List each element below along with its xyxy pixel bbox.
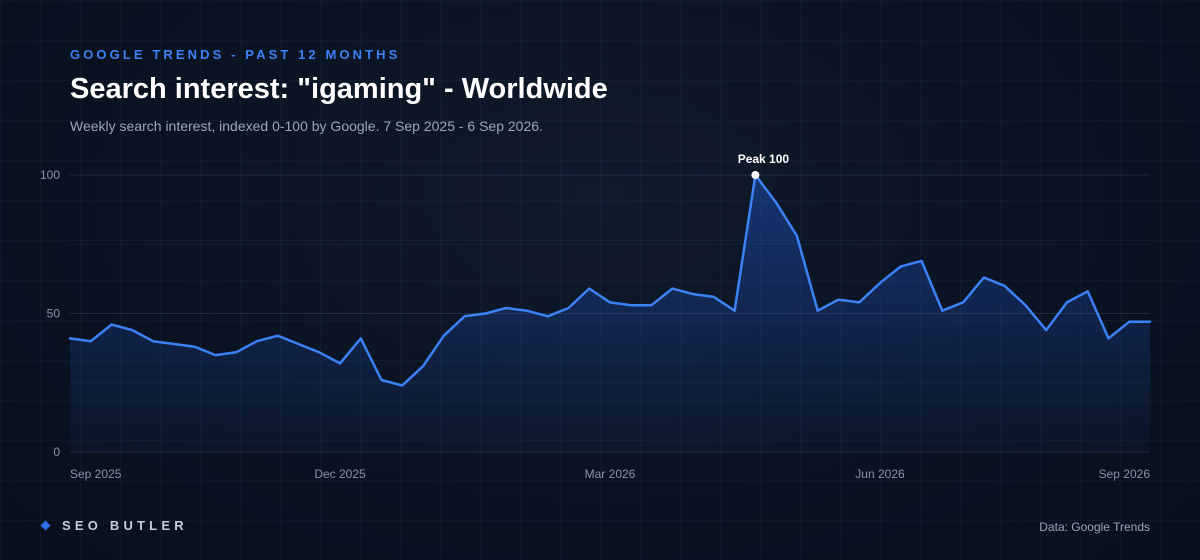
x-tick-label: Sep 2026 <box>1099 467 1151 481</box>
y-axis: 0 50 100 <box>40 168 60 459</box>
data-point <box>587 286 592 291</box>
chart-subtitle: Weekly search interest, indexed 0-100 by… <box>70 118 543 134</box>
data-point <box>628 303 633 308</box>
series-area <box>70 175 1150 452</box>
data-point <box>234 350 239 355</box>
data-point <box>1106 336 1111 341</box>
data-point <box>1023 303 1028 308</box>
data-point <box>1044 328 1049 333</box>
data-source: Data: Google Trends <box>1039 520 1150 534</box>
data-point <box>1127 319 1132 324</box>
data-point <box>919 258 924 263</box>
data-point <box>171 341 176 346</box>
data-point <box>1085 289 1090 294</box>
data-point <box>940 308 945 313</box>
data-point <box>857 300 862 305</box>
data-point <box>608 300 613 305</box>
x-tick-label: Mar 2026 <box>585 467 636 481</box>
data-point <box>836 297 841 302</box>
data-point <box>691 292 696 297</box>
data-point <box>213 353 218 358</box>
data-point <box>794 233 799 238</box>
data-point <box>649 303 654 308</box>
data-point <box>441 333 446 338</box>
data-point <box>524 308 529 313</box>
data-point <box>88 339 93 344</box>
y-tick-label: 50 <box>47 307 61 321</box>
data-point <box>317 350 322 355</box>
data-point <box>296 341 301 346</box>
data-point <box>483 311 488 316</box>
data-point <box>670 286 675 291</box>
data-point <box>981 275 986 280</box>
data-point <box>566 305 571 310</box>
data-point <box>898 264 903 269</box>
data-point <box>130 328 135 333</box>
x-tick-label: Sep 2025 <box>70 467 122 481</box>
data-point <box>815 308 820 313</box>
data-point <box>421 364 426 369</box>
data-point <box>961 300 966 305</box>
data-point <box>400 383 405 388</box>
data-point <box>462 314 467 319</box>
annotations: Peak 100 <box>738 152 790 179</box>
y-tick-label: 0 <box>53 445 60 459</box>
data-point <box>732 308 737 313</box>
diamond-icon <box>40 520 51 531</box>
x-tick-label: Dec 2025 <box>314 467 366 481</box>
data-point <box>878 281 883 286</box>
x-axis: Sep 2025 Dec 2025 Mar 2026 Jun 2026 Sep 2026 <box>70 467 1150 481</box>
x-tick-label: Jun 2026 <box>855 467 905 481</box>
data-point <box>151 339 156 344</box>
data-point <box>275 333 280 338</box>
data-point <box>192 344 197 349</box>
data-point <box>338 361 343 366</box>
data-point <box>254 339 259 344</box>
data-point <box>109 322 114 327</box>
brand-logo: SEO BUTLER <box>40 518 188 533</box>
data-point <box>1064 300 1069 305</box>
data-point <box>358 336 363 341</box>
series-line <box>68 173 1152 387</box>
brand-name: SEO BUTLER <box>62 518 188 533</box>
data-point <box>1148 319 1153 324</box>
y-tick-label: 100 <box>40 168 60 182</box>
eyebrow-label: GOOGLE TRENDS - PAST 12 MONTHS <box>70 47 401 62</box>
data-point <box>545 314 550 319</box>
chart-title: Search interest: "igaming" - Worldwide <box>70 73 608 105</box>
data-point <box>711 294 716 299</box>
data-point <box>68 336 73 341</box>
data-point <box>774 200 779 205</box>
data-point <box>379 377 384 382</box>
data-point <box>504 305 509 310</box>
peak-marker <box>751 171 760 179</box>
peak-label: Peak 100 <box>738 152 790 166</box>
data-point <box>1002 283 1007 288</box>
